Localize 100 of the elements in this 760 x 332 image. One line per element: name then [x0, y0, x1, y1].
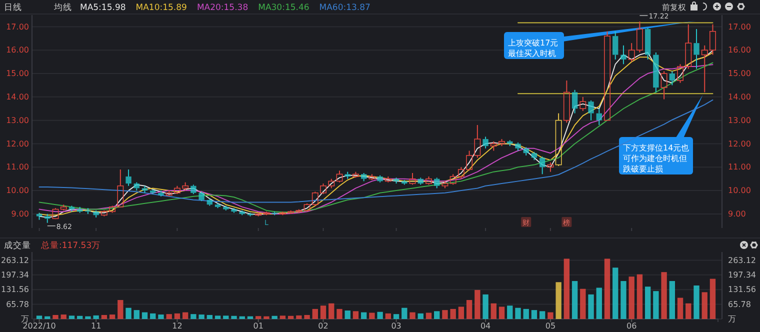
bar	[264, 316, 270, 319]
bar	[385, 313, 392, 319]
x-tick-label: 01	[253, 322, 264, 331]
text: MA20:15.38	[196, 3, 248, 13]
bar	[466, 300, 472, 319]
bar	[393, 314, 400, 319]
bar	[564, 258, 570, 319]
bar	[231, 316, 237, 319]
bar	[344, 310, 350, 319]
bar	[580, 288, 586, 319]
bar	[239, 316, 245, 319]
candlestick	[653, 52, 659, 93]
y2-tick-label: 263.12	[728, 256, 756, 265]
y-tick-label: 131.56	[1, 285, 29, 294]
bar	[93, 315, 99, 319]
candlestick	[539, 156, 546, 175]
x-tick-label: 11	[90, 322, 102, 331]
bar	[214, 316, 221, 319]
y-tick-label: 263.12	[1, 256, 29, 265]
text: 前复权	[662, 3, 686, 12]
bar	[77, 316, 83, 319]
bar	[182, 312, 188, 319]
y-tick-label: 17.00	[6, 22, 29, 32]
bar	[442, 310, 448, 319]
x-tick-label: 04	[480, 322, 491, 331]
bar	[556, 282, 562, 319]
bar	[548, 312, 554, 319]
text: 总量:117.53万	[40, 240, 101, 251]
bar	[490, 303, 496, 319]
bar	[498, 306, 505, 319]
text: MA60:13.87	[319, 3, 370, 13]
candlestick	[620, 44, 626, 65]
bar	[572, 281, 578, 319]
bar	[531, 310, 538, 319]
y2-tick-label: 16.00	[728, 46, 751, 55]
bar	[101, 314, 108, 319]
bar	[458, 306, 464, 319]
bar	[320, 306, 326, 319]
y-tick-label: 12.00	[6, 139, 29, 148]
bar	[636, 274, 643, 319]
y2-tick-label: 11.00	[728, 162, 751, 172]
bar	[402, 308, 408, 319]
candlestick	[126, 168, 132, 186]
y2-tick-label: 65.78	[728, 300, 751, 309]
bar	[60, 314, 66, 319]
bar	[677, 298, 684, 319]
y-tick-label: 10.00	[6, 186, 29, 196]
bar	[450, 308, 456, 319]
text: MA5:15.98	[80, 3, 126, 13]
bar	[190, 314, 196, 319]
y2-tick-label: 10.00	[728, 186, 751, 196]
bar	[507, 306, 513, 319]
bar	[669, 281, 675, 319]
y-tick-label: 9.00	[11, 210, 29, 219]
bar	[198, 314, 204, 319]
bar	[85, 316, 91, 319]
y-tick-label: 197.34	[1, 270, 29, 280]
bar	[272, 316, 278, 319]
x-tick-label: 06	[626, 322, 637, 331]
y2-tick-label: 12.00	[728, 139, 751, 148]
bar	[426, 312, 432, 319]
bar	[360, 312, 367, 319]
bar	[166, 314, 172, 319]
bar	[328, 303, 334, 319]
bar	[223, 316, 229, 319]
bar	[482, 294, 488, 319]
y2-tick-label: 17.00	[728, 22, 751, 32]
y-tick-label: 15.00	[6, 69, 29, 78]
candlestick	[482, 136, 488, 149]
candlestick	[612, 30, 618, 60]
bar	[256, 316, 262, 319]
bar	[620, 281, 626, 319]
y2-tick-label: 131.56	[728, 285, 756, 294]
x-tick-label: 12	[172, 322, 182, 331]
bar	[52, 314, 58, 319]
y-tick-label: 11.00	[6, 162, 29, 172]
bar	[247, 316, 254, 319]
y-tick-label: 万	[21, 314, 29, 324]
bar	[702, 292, 708, 319]
bar	[596, 288, 602, 319]
y-tick-label: 13.00	[6, 116, 29, 125]
candlestick	[669, 70, 675, 86]
annotation: 下方支撑位14元也可作为建仓时机但跌破要止损	[623, 144, 690, 174]
bar	[418, 313, 424, 319]
x-tick-label: 2022/10	[22, 322, 56, 331]
bar	[377, 312, 383, 319]
text: MA10:15.89	[136, 3, 187, 13]
bar	[44, 316, 50, 319]
bar	[134, 310, 140, 319]
candlestick	[694, 28, 700, 70]
bar	[280, 316, 286, 319]
bar	[288, 316, 294, 319]
bar	[352, 311, 359, 319]
candlestick	[596, 108, 602, 126]
y2-tick-label: 14.00	[728, 92, 751, 102]
x-tick-label: 05	[545, 322, 556, 331]
bar	[515, 308, 521, 319]
bar	[150, 313, 156, 319]
y2-tick-label: 万	[728, 314, 736, 324]
bar	[304, 314, 310, 319]
